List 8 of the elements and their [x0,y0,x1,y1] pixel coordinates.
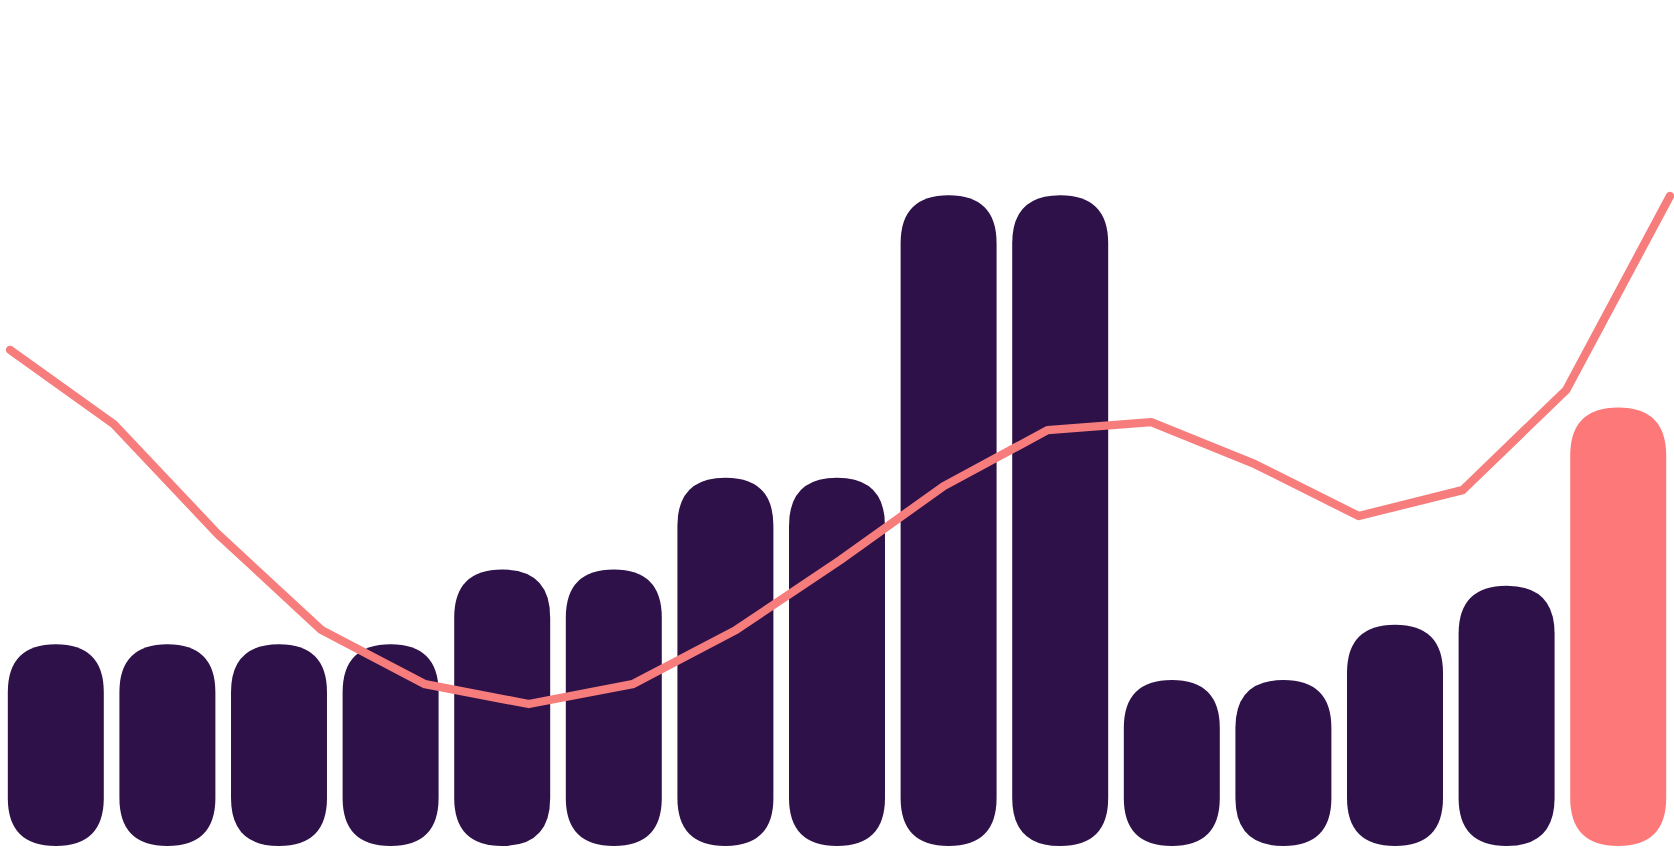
bar [1458,585,1555,847]
bar [789,477,885,847]
bar [900,195,997,847]
bar [454,569,551,847]
bar [565,569,662,847]
bar [1012,195,1109,847]
bar [1570,407,1667,847]
bar [677,477,774,847]
